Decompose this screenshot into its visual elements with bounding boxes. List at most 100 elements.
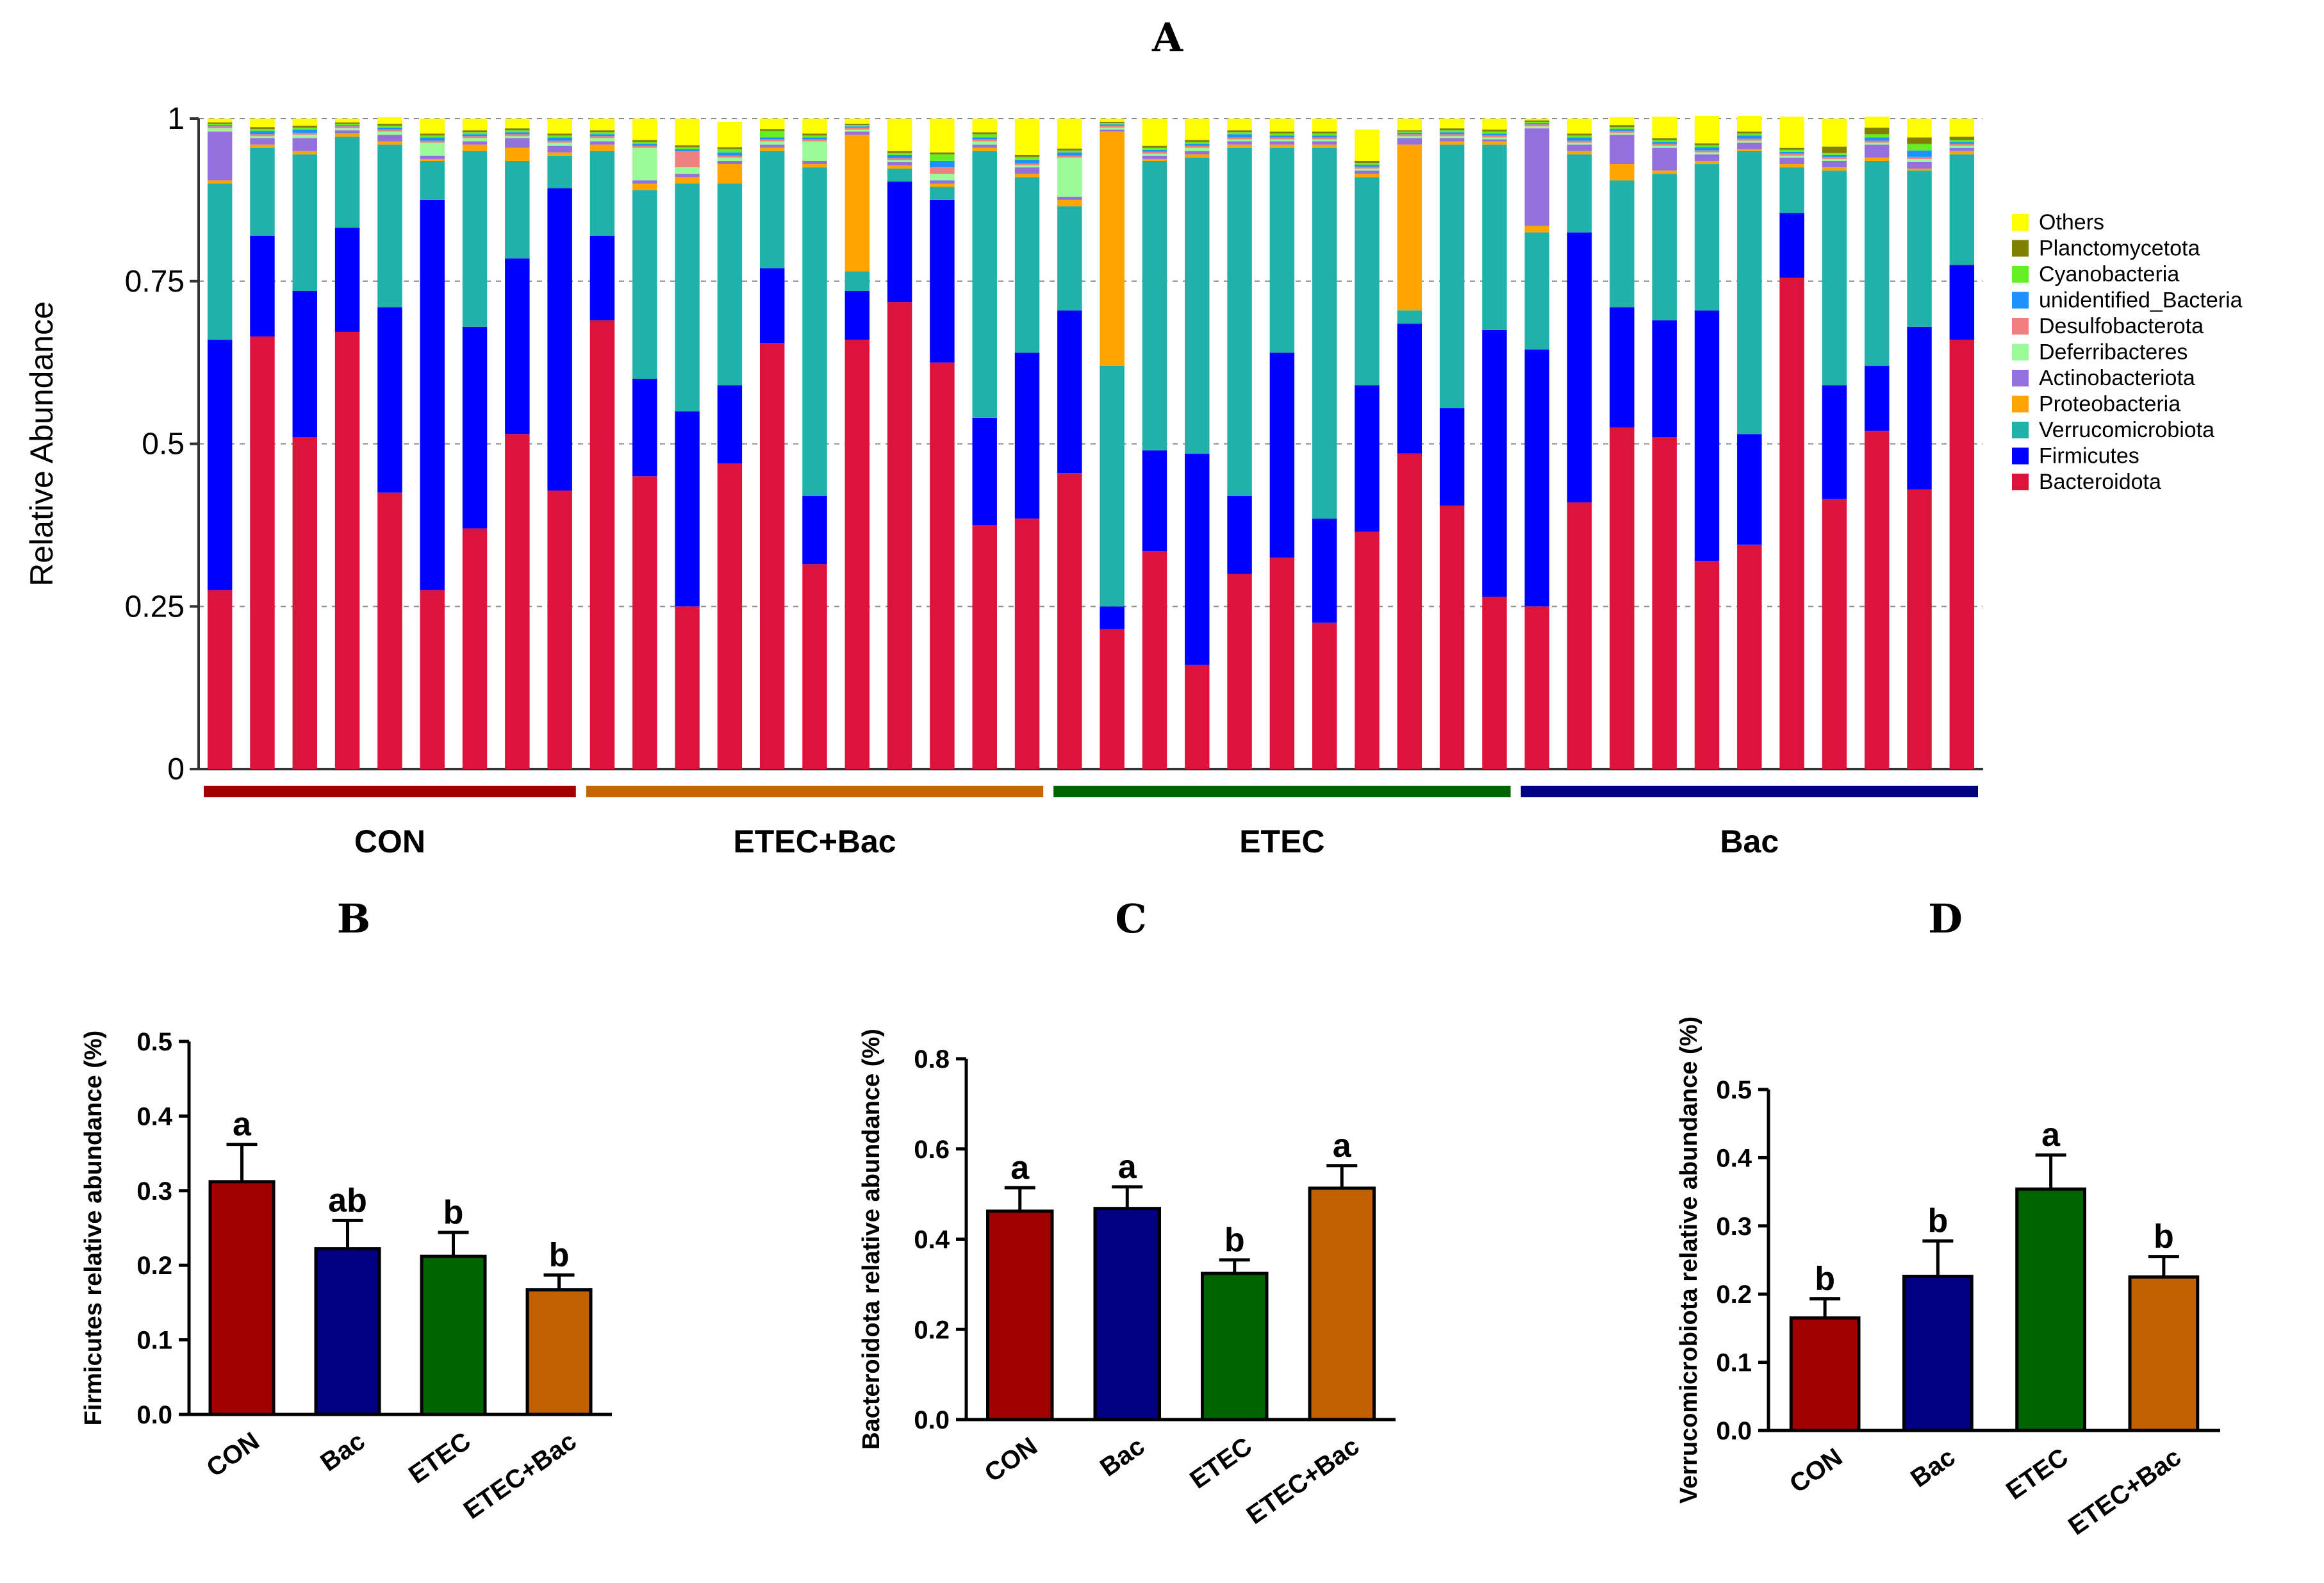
bar-segment-actinobacteriota bbox=[1567, 144, 1592, 151]
category-label: ETEC bbox=[1185, 1432, 1257, 1494]
bar-segment-firmicutes bbox=[1694, 310, 1720, 561]
bar-segment-planctomycetota bbox=[1482, 129, 1507, 132]
bar-segment-unidentified-bacteria bbox=[1482, 133, 1507, 136]
bar-segment-bacteroidota bbox=[1610, 427, 1635, 769]
bar-segment-firmicutes bbox=[1014, 352, 1040, 519]
significance-label: a bbox=[1333, 1127, 1352, 1164]
category-label: ETEC+Bac bbox=[459, 1427, 582, 1525]
legend-label: Actinobacteriota bbox=[2039, 366, 2195, 390]
bar-segment-cyanobacteria bbox=[207, 124, 233, 126]
bar-segment-unidentified-bacteria bbox=[1057, 152, 1082, 156]
bar-segment-proteobacteria bbox=[1907, 169, 1932, 171]
bar-segment-planctomycetota bbox=[802, 133, 827, 136]
bar-segment-firmicutes bbox=[1610, 307, 1635, 428]
bar-segment-deferribacteres bbox=[1397, 136, 1422, 138]
bar-segment-desulfobacterota bbox=[505, 134, 530, 137]
bar-segment-planctomycetota bbox=[1737, 131, 1762, 134]
bar-segment-unidentified-bacteria bbox=[1524, 123, 1549, 125]
panel-b: B 0.0 0.1 0.2 0.3 0.4 0.5 Firmicutes relative a… bbox=[80, 895, 612, 1525]
bar-segment-verrucomicrobiota bbox=[759, 151, 785, 269]
bar-segment-unidentified-bacteria bbox=[505, 132, 530, 135]
bar-segment-actinobacteriota bbox=[845, 131, 870, 135]
bar-segment-others bbox=[1312, 119, 1337, 132]
bar-segment-unidentified-bacteria bbox=[972, 137, 997, 140]
bar-segment-others bbox=[1694, 115, 1720, 144]
bar-segment-proteobacteria bbox=[292, 151, 318, 154]
legend-swatch bbox=[2012, 447, 2029, 465]
bar-segment-planctomycetota bbox=[930, 152, 955, 154]
bar-segment-verrucomicrobiota bbox=[717, 183, 743, 386]
bar-segment-proteobacteria bbox=[1355, 174, 1380, 178]
bar-segment-verrucomicrobiota bbox=[250, 147, 275, 236]
bar-segment-bacteroidota bbox=[505, 434, 530, 769]
bar-segment-bacteroidota bbox=[462, 528, 488, 769]
legend-label: Bacteroidota bbox=[2039, 470, 2161, 494]
bar-segment-planctomycetota bbox=[589, 130, 615, 133]
bar-segment-proteobacteria bbox=[717, 164, 743, 184]
bar-segment-proteobacteria bbox=[462, 144, 488, 151]
bar-segment-actinobacteriota bbox=[505, 138, 530, 148]
bar-segment-bacteroidota bbox=[1269, 558, 1295, 769]
bar-segment-desulfobacterota bbox=[930, 167, 955, 174]
bar-segment-planctomycetota bbox=[1227, 130, 1252, 133]
bar-segment-actinobacteriota bbox=[1652, 147, 1677, 171]
bar-segment-actinobacteriota bbox=[1355, 170, 1380, 174]
bar-segment-planctomycetota bbox=[547, 133, 572, 136]
bar-segment-deferribacteres bbox=[1227, 139, 1252, 142]
bar-segment-others bbox=[675, 119, 700, 145]
bar-segment-others bbox=[1057, 119, 1082, 149]
bar-segment-actinobacteriota bbox=[759, 144, 785, 148]
y-tick-label: 0.0 bbox=[914, 1406, 950, 1434]
bar-segment-planctomycetota bbox=[1269, 131, 1295, 134]
bar-segment-unidentified-bacteria bbox=[1907, 150, 1932, 157]
bar-segment-desulfobacterota bbox=[1482, 135, 1507, 138]
bar-segment-actinobacteriota bbox=[802, 160, 827, 165]
panel-letter: B bbox=[337, 895, 370, 942]
bar-segment-firmicutes bbox=[675, 411, 700, 607]
bar-segment-unidentified-bacteria bbox=[1312, 135, 1337, 138]
bar-segment-actinobacteriota bbox=[377, 135, 402, 142]
bar-segment-actinobacteriota bbox=[1822, 160, 1847, 168]
bar-segment-others bbox=[1397, 119, 1422, 131]
bar-segment-planctomycetota bbox=[1312, 131, 1337, 134]
bar-segment-others bbox=[505, 119, 530, 129]
bar-segment-others bbox=[1567, 119, 1592, 134]
bar-segment-cyanobacteria bbox=[1439, 130, 1465, 133]
bar-segment-bacteroidota bbox=[1737, 544, 1762, 769]
bar-segment-planctomycetota bbox=[1864, 128, 1890, 135]
bar-segment-firmicutes bbox=[1142, 450, 1167, 551]
bar-segment-others bbox=[972, 119, 997, 133]
bar-segment-cyanobacteria bbox=[1482, 131, 1507, 134]
bar-segment-verrucomicrobiota bbox=[1864, 160, 1890, 366]
bar-segment-bacteroidota bbox=[1100, 629, 1125, 769]
y-tick-label: 0.6 bbox=[914, 1136, 950, 1164]
y-tick-label: 0.5 bbox=[142, 427, 185, 461]
bar-segment-bacteroidota bbox=[377, 492, 402, 769]
bar-segment-desulfobacterota bbox=[1439, 134, 1465, 137]
bar-segment-proteobacteria bbox=[1439, 141, 1465, 145]
bar-segment-proteobacteria bbox=[632, 183, 657, 190]
bar-segment-verrucomicrobiota bbox=[292, 154, 318, 291]
bar bbox=[986, 1209, 1054, 1421]
bar-segment-verrucomicrobiota bbox=[675, 183, 700, 411]
bar-segment-cyanobacteria bbox=[1312, 133, 1337, 136]
bar-segment-unidentified-bacteria bbox=[887, 154, 912, 158]
bar-segment-planctomycetota bbox=[1652, 138, 1677, 140]
bar-segment-unidentified-bacteria bbox=[1397, 133, 1422, 135]
bar-segment-others bbox=[547, 119, 572, 134]
panel-letter: C bbox=[1115, 895, 1146, 942]
bar-segment-actinobacteriota bbox=[292, 138, 318, 151]
legend-label: Others bbox=[2039, 210, 2104, 235]
bar-segment-verrucomicrobiota bbox=[1014, 177, 1040, 353]
bar-segment-firmicutes bbox=[589, 235, 615, 320]
bar-segment-verrucomicrobiota bbox=[1949, 154, 1975, 265]
category-label: Bac bbox=[315, 1427, 370, 1477]
bar-segment-cyanobacteria bbox=[845, 125, 870, 127]
bar-segment-firmicutes bbox=[972, 417, 997, 526]
bar-segment-cyanobacteria bbox=[1100, 123, 1125, 125]
category-label: CON bbox=[202, 1427, 265, 1482]
group-label: CON bbox=[354, 824, 425, 859]
bar-segment-actinobacteriota bbox=[972, 144, 997, 148]
significance-label: b bbox=[1224, 1222, 1245, 1259]
bar-segment-deferribacteres bbox=[1652, 145, 1677, 148]
